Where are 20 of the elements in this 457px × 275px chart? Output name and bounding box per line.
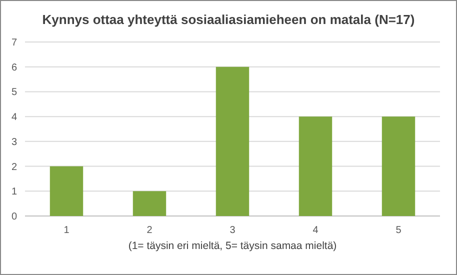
y-tick-label: 6 — [11, 62, 18, 74]
x-tick-label: 3 — [230, 225, 236, 236]
bar — [298, 116, 332, 216]
x-tick-label: 1 — [64, 225, 70, 236]
x-tick-label: 4 — [312, 225, 319, 236]
y-tick-label: 4 — [11, 112, 18, 124]
chart-title: Kynnys ottaa yhteyttä sosiaaliasiamieheen on matala (N=17) — [42, 12, 415, 27]
x-tick-label: 5 — [396, 225, 402, 236]
x-tick-label: 2 — [146, 225, 153, 236]
bar — [382, 116, 416, 216]
y-tick-label: 2 — [11, 162, 18, 173]
y-tick-label: 3 — [11, 136, 18, 148]
y-tick-label: 1 — [11, 186, 18, 198]
x-axis-title: (1= täysin eri mieltä, 5= täysin samaa mieltä) — [128, 240, 337, 252]
y-tick-label: 5 — [11, 87, 18, 98]
y-tick-label: 7 — [11, 38, 18, 48]
bar — [132, 191, 166, 216]
bar — [50, 166, 84, 216]
y-tick-label: 0 — [11, 212, 18, 222]
bar — [216, 66, 250, 216]
